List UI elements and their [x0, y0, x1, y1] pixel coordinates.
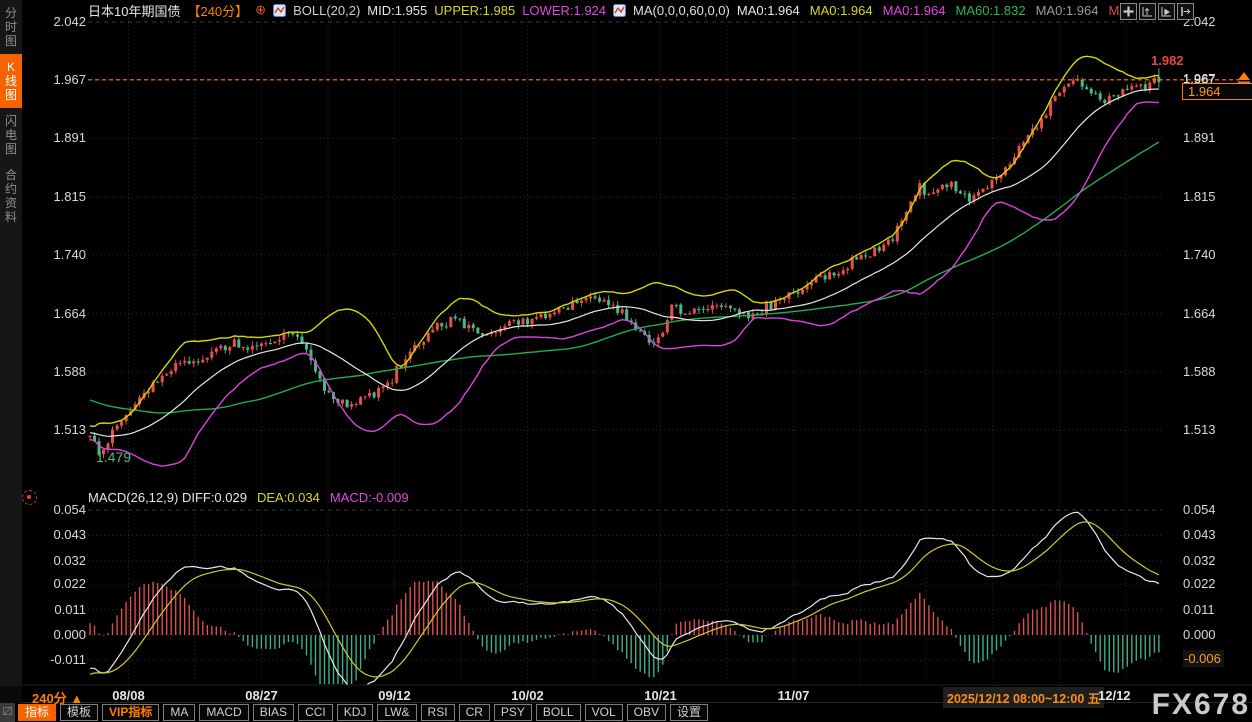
last-price-tag: 1.964 [1182, 83, 1252, 100]
toolbar-button-VOL[interactable]: VOL [584, 704, 623, 721]
toolbar-button-BOLL[interactable]: BOLL [535, 704, 581, 721]
ma-value-3: MA0:1.964 [882, 2, 946, 18]
boll-lower-value: LOWER:1.924 [522, 2, 607, 18]
sidebar-bottom-gap [0, 686, 22, 703]
toolbar-button-VIP指标[interactable]: VIP指标 [102, 704, 160, 721]
chart-window-controls [1120, 3, 1194, 20]
axis-expand-icon[interactable] [1139, 3, 1156, 20]
toolbar-button-指标[interactable]: 指标 [18, 704, 57, 721]
toolbar-button-模板[interactable]: 模板 [60, 704, 99, 721]
ma-indicator-chart-icon[interactable] [613, 3, 627, 17]
instrument-title: 日本10年期国债 [88, 3, 181, 19]
toolbar-button-CCI[interactable]: CCI [298, 704, 333, 721]
ma-name: MA(0,0,0,60,0,0) [633, 2, 730, 18]
toolbar-button-OBV[interactable]: OBV [626, 704, 666, 721]
toolbar-button-MA[interactable]: MA [163, 704, 196, 721]
boll-name: BOLL(20,2) [293, 2, 361, 18]
macd-target-icon[interactable] [22, 490, 37, 505]
low-price-label: 1.479 [96, 449, 132, 465]
ma-value-4: MA60:1.832 [955, 2, 1026, 18]
period-selector[interactable]: 240分 ▲ [32, 691, 84, 706]
toolbar-button-BIAS[interactable]: BIAS [252, 704, 295, 721]
last-date-label: 12/12 [1098, 688, 1131, 703]
indicator-legend-bar: 日本10年期国债 【240分】 ⊕ BOLL(20,2) MID:1.955 U… [88, 2, 1128, 19]
sidebar-tab-4[interactable]: 合约资料 [4, 168, 17, 224]
toolbar-corner-icon[interactable]: 〼 [0, 703, 15, 722]
axis-play-icon[interactable] [1158, 3, 1175, 20]
ma-value-2: MA0:1.964 [809, 2, 873, 18]
period-tag[interactable]: 【240分】 [187, 3, 249, 19]
fx678-watermark: FX678 [1151, 688, 1250, 721]
toolbar-button-KDJ[interactable]: KDJ [336, 704, 374, 721]
ma-value-5: MA0:1.964 [1035, 2, 1099, 18]
period-arrow-icon: ▲ [70, 691, 84, 706]
indicator-toolbar: 指标 模板 VIP指标 MA MACD BIAS CCI KDJ LW& RSI CR PSY BOLL… [18, 704, 708, 721]
plus-circle-icon[interactable]: ⊕ [255, 2, 267, 17]
boll-upper-value: UPPER:1.985 [434, 2, 516, 18]
toolbar-button-CR[interactable]: CR [458, 704, 490, 721]
macd-macd-value: MACD:-0.009 [329, 490, 409, 505]
macd-current-value-tag: -0.006 [1183, 650, 1224, 667]
high-price-label: 1.982 [1151, 53, 1184, 68]
candlestick-chart-canvas[interactable] [0, 0, 1252, 703]
macd-name-and-diff: MACD(26,12,9) DIFF:0.029 [88, 490, 247, 505]
boll-mid-value: MID:1.955 [367, 2, 428, 18]
last-line-axis-label: 1.967 [1183, 71, 1216, 86]
sidebar-tab-1[interactable]: 分时图 [4, 6, 17, 48]
pane-shift-icon[interactable] [1177, 3, 1194, 20]
current-bar-time-label: 2025/12/12 08:00~12:00 五 [943, 687, 1105, 708]
ma-values-group: MA0:1.964 MA0:1.964 MA0:1.964 MA60:1.832 MA0… [737, 3, 1128, 18]
sidebar-tab-3[interactable]: 闪电图 [4, 114, 17, 156]
toolbar-button-MACD[interactable]: MACD [199, 704, 249, 721]
toolbar-button-LW&[interactable]: LW& [377, 704, 417, 721]
toolbar-button-PSY[interactable]: PSY [493, 704, 532, 721]
macd-dea-value: DEA:0.034 [256, 490, 320, 505]
macd-legend: MACD(26,12,9) DIFF:0.029 DEA:0.034 MACD:… [88, 490, 409, 505]
boll-indicator-chart-icon[interactable] [273, 3, 287, 17]
last-price-marker-icon [1238, 72, 1250, 84]
move-icon[interactable] [1120, 3, 1137, 20]
ma-value-1: MA0:1.964 [736, 2, 800, 18]
toolbar-button-RSI[interactable]: RSI [420, 704, 455, 721]
toolbar-button-设置[interactable]: 设置 [669, 704, 708, 721]
